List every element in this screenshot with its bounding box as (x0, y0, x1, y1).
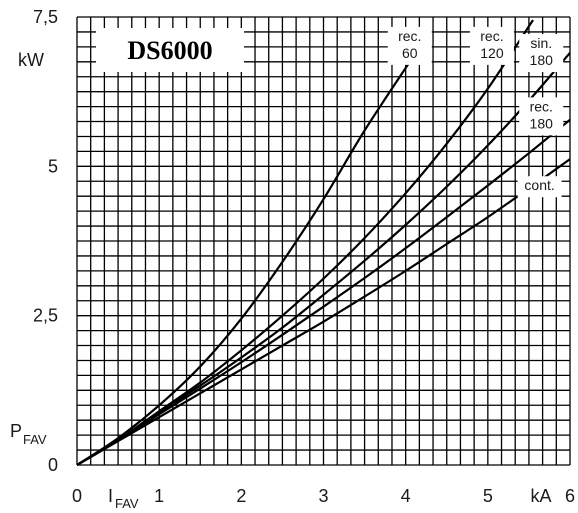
chart-title: DS6000 (127, 36, 212, 65)
series-label-background (519, 97, 564, 136)
x-tick-label: 4 (401, 486, 411, 506)
series-label: rec. (480, 28, 503, 44)
series-label-background (517, 176, 562, 198)
x-axis-symbol: I FAV (108, 486, 139, 511)
x-tick-labels: 0 1 2 3 4 5 6 (72, 486, 575, 506)
series-label: 180 (530, 115, 554, 131)
x-tick-label: 3 (318, 486, 328, 506)
curves (76, 19, 571, 466)
series-label: 180 (530, 52, 554, 68)
y-tick-label: 2,5 (33, 306, 58, 326)
series-label-background (469, 26, 514, 65)
title-box: DS6000 (96, 28, 244, 72)
x-tick-label: 5 (483, 486, 493, 506)
series-label-background (519, 34, 564, 73)
series-line-rec-180 (76, 118, 571, 466)
y-axis-symbol-main: P (10, 421, 22, 441)
series-label: rec. (398, 28, 421, 44)
x-axis-symbol-sub: FAV (115, 496, 139, 511)
series-label-background (387, 26, 432, 65)
x-axis-unit: kA (530, 486, 551, 506)
x-axis-symbol-main: I (108, 486, 113, 506)
title-background (96, 28, 244, 72)
series-label: sin. (530, 35, 552, 51)
y-tick-label: 0 (48, 455, 58, 475)
y-axis-symbol-sub: FAV (23, 432, 47, 447)
series-line-rec-60 (76, 61, 411, 466)
series-label: cont. (524, 177, 554, 193)
x-tick-label: 6 (565, 486, 575, 506)
x-tick-label: 0 (72, 486, 82, 506)
y-axis-symbol: P FAV (10, 421, 47, 447)
series-line-cont- (76, 158, 571, 466)
series-label: 60 (402, 45, 418, 61)
y-tick-label: 7,5 (33, 7, 58, 27)
x-tick-label: 1 (154, 486, 164, 506)
x-tick-label: 2 (236, 486, 246, 506)
series-label: rec. (530, 98, 553, 114)
grid (76, 16, 571, 466)
series-line-sin-180 (76, 52, 571, 466)
y-axis-unit: kW (18, 50, 44, 70)
y-tick-labels: 0 2,5 5 7,5 (33, 7, 58, 475)
y-tick-label: 5 (48, 156, 58, 176)
series-label: 120 (480, 45, 504, 61)
